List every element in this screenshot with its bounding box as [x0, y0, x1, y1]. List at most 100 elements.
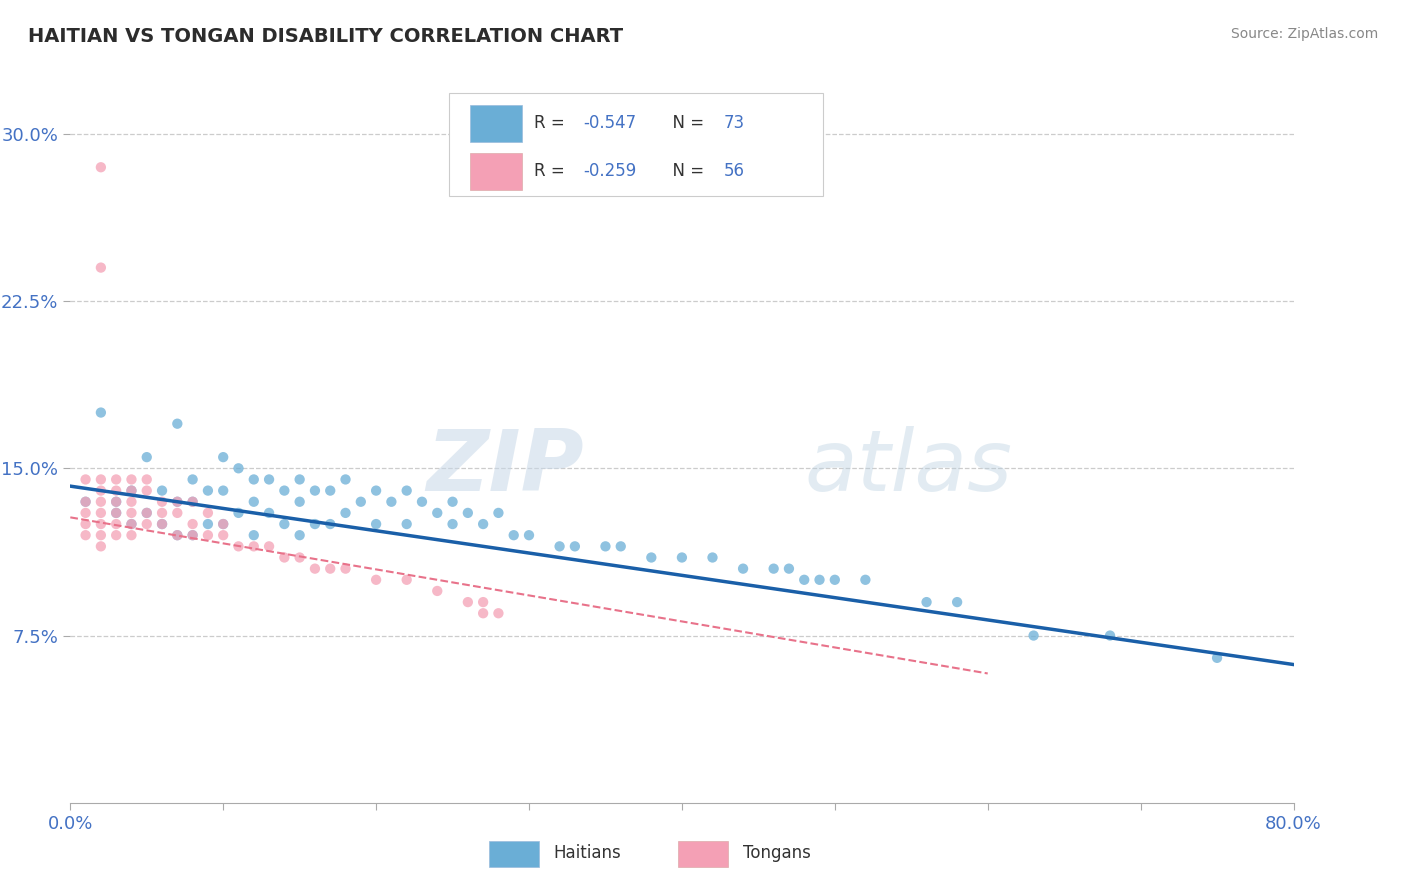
Point: [257, 506, 280, 520]
Point: [472, 516, 495, 531]
Point: [228, 506, 250, 520]
Point: [121, 516, 143, 531]
Point: [304, 516, 326, 531]
Point: [90, 161, 112, 175]
Point: [212, 450, 235, 464]
Point: [121, 516, 143, 531]
Point: [105, 516, 128, 531]
Point: [150, 483, 173, 498]
FancyBboxPatch shape: [678, 841, 728, 867]
Point: [808, 573, 831, 587]
Point: [181, 473, 204, 487]
Point: [395, 516, 418, 531]
Point: [75, 473, 97, 487]
Point: [335, 562, 357, 576]
Point: [212, 516, 235, 531]
Point: [150, 516, 173, 531]
Point: [457, 506, 479, 520]
Point: [319, 562, 342, 576]
Point: [181, 528, 204, 542]
Point: [90, 260, 112, 275]
Point: [121, 528, 143, 542]
Point: [793, 573, 815, 587]
Point: [135, 506, 157, 520]
Point: [441, 494, 464, 508]
Point: [946, 595, 969, 609]
Point: [243, 539, 266, 553]
Point: [288, 473, 311, 487]
Point: [90, 405, 112, 419]
Text: Tongans: Tongans: [744, 844, 811, 862]
Point: [166, 494, 188, 508]
Point: [121, 494, 143, 508]
Point: [166, 528, 188, 542]
Point: [105, 506, 128, 520]
Point: [243, 528, 266, 542]
Point: [380, 494, 402, 508]
Point: [1022, 628, 1045, 642]
Point: [778, 562, 800, 576]
Point: [90, 494, 112, 508]
Text: N =: N =: [662, 114, 710, 132]
Point: [181, 494, 204, 508]
Point: [548, 539, 571, 553]
Point: [350, 494, 373, 508]
Point: [105, 506, 128, 520]
Point: [90, 506, 112, 520]
Text: -0.259: -0.259: [583, 162, 636, 180]
Point: [166, 494, 188, 508]
Point: [121, 506, 143, 520]
Point: [212, 516, 235, 531]
Point: [105, 528, 128, 542]
Point: [212, 528, 235, 542]
Text: 73: 73: [724, 114, 745, 132]
Point: [243, 494, 266, 508]
Point: [75, 494, 97, 508]
Point: [733, 562, 755, 576]
Point: [457, 595, 479, 609]
Text: HAITIAN VS TONGAN DISABILITY CORRELATION CHART: HAITIAN VS TONGAN DISABILITY CORRELATION…: [28, 27, 623, 45]
Point: [150, 506, 173, 520]
Text: -0.547: -0.547: [583, 114, 636, 132]
Point: [257, 473, 280, 487]
FancyBboxPatch shape: [470, 153, 522, 190]
Point: [671, 550, 693, 565]
Point: [197, 528, 219, 542]
Point: [166, 506, 188, 520]
Point: [288, 528, 311, 542]
Point: [75, 528, 97, 542]
FancyBboxPatch shape: [470, 104, 522, 142]
FancyBboxPatch shape: [450, 93, 823, 196]
Point: [181, 494, 204, 508]
Point: [273, 483, 295, 498]
Point: [228, 461, 250, 475]
Point: [212, 483, 235, 498]
Point: [135, 473, 157, 487]
Point: [288, 494, 311, 508]
Point: [502, 528, 524, 542]
Point: [150, 516, 173, 531]
Point: [135, 450, 157, 464]
Point: [366, 516, 388, 531]
Point: [441, 516, 464, 531]
Point: [197, 506, 219, 520]
Point: [105, 473, 128, 487]
Point: [915, 595, 938, 609]
Point: [1206, 651, 1229, 665]
Text: Source: ZipAtlas.com: Source: ZipAtlas.com: [1230, 27, 1378, 41]
Point: [366, 483, 388, 498]
Point: [335, 473, 357, 487]
Point: [150, 494, 173, 508]
Point: [1099, 628, 1122, 642]
Point: [610, 539, 633, 553]
Point: [411, 494, 433, 508]
Point: [135, 506, 157, 520]
Point: [166, 528, 188, 542]
Text: 56: 56: [724, 162, 745, 180]
Point: [595, 539, 617, 553]
Point: [90, 539, 112, 553]
Point: [488, 607, 510, 621]
Text: R =: R =: [534, 162, 569, 180]
Point: [426, 506, 449, 520]
Point: [273, 516, 295, 531]
